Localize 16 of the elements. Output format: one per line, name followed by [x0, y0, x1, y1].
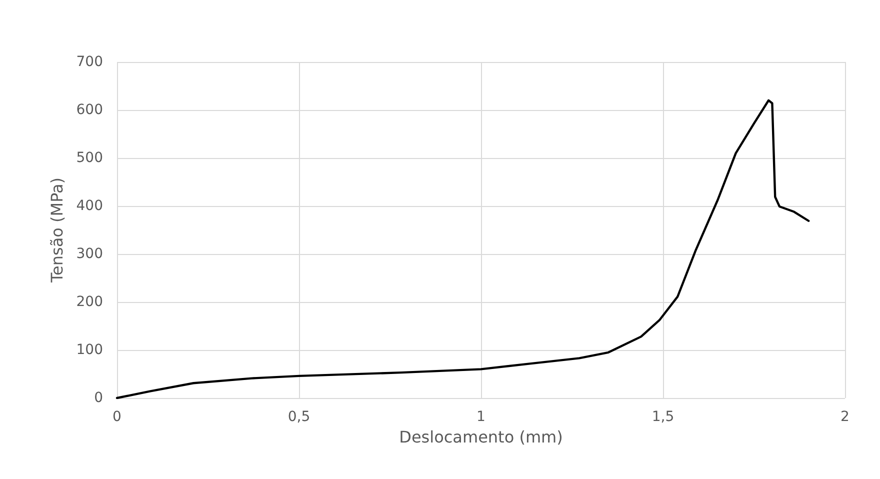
x-tick-label: 0,5: [288, 409, 310, 425]
y-tick-label: 600: [76, 102, 103, 118]
y-tick-label: 300: [76, 246, 103, 262]
y-tick-label: 500: [76, 150, 103, 166]
y-tick-label: 200: [76, 294, 103, 310]
x-tick-label: 1,5: [652, 409, 674, 425]
y-axis-title: Tensão (MPa): [48, 177, 66, 284]
y-tick-label: 0: [94, 390, 103, 406]
x-axis-title: Deslocamento (mm): [399, 427, 563, 446]
x-tick-label: 0: [112, 409, 122, 425]
y-tick-label: 700: [76, 54, 103, 70]
x-tick-label: 1: [476, 409, 486, 425]
y-tick-label: 400: [76, 198, 103, 214]
x-tick-label: 2: [840, 409, 850, 425]
y-tick-label: 100: [76, 342, 103, 358]
line-series: [116, 99, 810, 400]
